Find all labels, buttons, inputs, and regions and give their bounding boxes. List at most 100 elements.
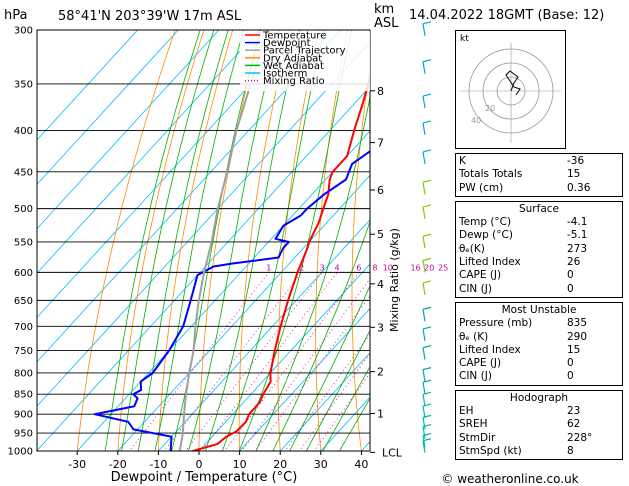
index-row: CIN (J) 0	[459, 283, 619, 296]
temperature-tick-label: 30	[314, 458, 328, 471]
index-value: 0	[567, 370, 574, 383]
index-value: 15	[567, 168, 581, 181]
index-label: θₑ (K)	[459, 330, 489, 343]
altitude-tick-label: 4	[377, 278, 384, 291]
wind-barb	[422, 435, 426, 448]
altitude-tick-label: 5	[377, 228, 384, 241]
km-label: km	[374, 2, 394, 17]
index-row: StmSpd (kt) 8	[459, 445, 619, 458]
wind-barb	[422, 394, 426, 407]
wind-barb-flag	[422, 326, 432, 330]
mixing-ratio-label: 4	[334, 263, 339, 272]
pressure-tick-label: 800	[14, 368, 33, 379]
mixing-ratio-line	[185, 272, 323, 451]
index-label: Pressure (mb)	[459, 317, 533, 330]
index-value: 835	[567, 317, 588, 330]
index-value: 290	[567, 330, 588, 343]
wet-adiabat-line	[204, 30, 301, 451]
wind-barb	[422, 95, 426, 109]
wet-adiabat-line	[255, 95, 370, 451]
index-label: Dewp (°C)	[459, 229, 513, 242]
isotherm-line	[37, 86, 370, 451]
mixing-ratio-label: 25	[438, 263, 448, 272]
legend-label: Isotherm	[263, 69, 307, 80]
legend-label: Mixing Ratio	[263, 76, 325, 87]
hpa-label: hPa	[4, 8, 27, 23]
index-label: CIN (J)	[459, 282, 492, 295]
index-row: Temp (°C) -4.1	[459, 216, 619, 229]
wet-adiabat-line	[137, 30, 229, 451]
mixing-ratio-label: 16	[410, 263, 420, 272]
index-label: EH	[459, 405, 474, 418]
mixing-ratio-line	[254, 295, 370, 451]
wind-barb-flag	[422, 403, 432, 407]
hodograph-ring-label: 40	[471, 116, 481, 125]
mixing-ratio-label: 2	[299, 263, 304, 272]
location-title: 58°41'N 203°39'W 17m ASL	[58, 9, 242, 24]
index-value: 0	[567, 357, 574, 370]
wet-adiabat-line	[171, 30, 262, 451]
temperature-tick-label: -20	[109, 458, 127, 471]
index-value: 15	[567, 343, 581, 356]
wind-barb	[422, 122, 426, 136]
isotherm-line	[37, 30, 220, 230]
parcel-trajectory-profile	[178, 30, 269, 451]
isotherm-line	[37, 30, 139, 141]
index-row: SREH 62	[459, 418, 619, 431]
wind-barb-flag	[422, 257, 432, 261]
hodograph-indices: Hodograph EH 23 SREH 62 StmDir 228° StmSpd (kt…	[455, 389, 623, 461]
x-axis-label: Dewpoint / Temperature (°C)	[111, 470, 298, 485]
index-row: CAPE (J) 0	[459, 269, 619, 282]
mixing-ratio-label: 6	[356, 263, 361, 272]
plot-frame	[36, 29, 371, 452]
wet-adiabat-line	[188, 30, 280, 451]
pressure-tick-label: 500	[14, 204, 33, 215]
temperature-tick-label: 0	[196, 458, 203, 471]
temperature-profile	[189, 74, 370, 451]
index-row: PW (cm) 0.36	[459, 182, 619, 195]
wind-barb	[422, 440, 426, 453]
wind-barb-flag	[422, 423, 432, 428]
wind-barb	[422, 382, 426, 395]
dry-adiabat-line	[421, 6, 446, 468]
index-row: CIN (J) 0	[459, 370, 619, 383]
pressure-tick-label: 900	[14, 410, 33, 421]
temperature-tick-label: 40	[354, 458, 368, 471]
index-value: 0.36	[567, 181, 591, 194]
hodograph-trace	[505, 70, 521, 96]
index-value: 8	[567, 444, 574, 457]
mixing-ratio-line	[201, 272, 338, 451]
legend-label: Temperature	[262, 31, 326, 42]
index-label: Lifted Index	[459, 256, 521, 269]
index-row: θₑ(K) 273	[459, 243, 619, 256]
datetime-title: 14.04.2022 18GMT (Base: 12)	[409, 8, 604, 23]
mixing-ratio-line	[313, 372, 370, 451]
index-label: Temp (°C)	[459, 216, 512, 229]
isotherm-line	[279, 352, 370, 451]
dry-adiabat-line	[117, 30, 205, 451]
isotherm-line	[37, 30, 179, 185]
temperature-tick-label: -30	[68, 458, 86, 471]
most-unstable-indices: Most Unstable Pressure (mb) 835 θₑ (K) 290 L…	[455, 301, 623, 386]
index-label: Lifted Index	[459, 343, 521, 356]
isotherm-line	[198, 263, 370, 451]
wind-barb-flag	[422, 438, 432, 442]
index-label: CAPE (J)	[459, 269, 502, 282]
wet-adiabat-line	[272, 220, 370, 451]
index-value: 273	[567, 242, 588, 255]
wind-barb	[422, 405, 426, 419]
mixing-ratio-label: 3	[320, 263, 325, 272]
altitude-tick-label: LCL	[382, 446, 403, 459]
dry-adiabat-line	[277, 30, 320, 451]
index-label: StmDir	[459, 431, 496, 444]
mixing-ratio-line	[224, 272, 360, 451]
wet-adiabat-line	[154, 30, 245, 451]
wind-barb-flag	[422, 120, 432, 124]
index-row: Lifted Index 15	[459, 344, 619, 357]
wet-adiabat-line	[104, 30, 201, 451]
wind-barb	[422, 260, 426, 273]
wind-barb	[422, 347, 426, 360]
wind-barb	[422, 369, 426, 382]
hodograph-ring-label: 20	[485, 104, 495, 113]
general-indices: K -36 Totals Totals 15 PW (cm) 0.36	[455, 153, 623, 197]
